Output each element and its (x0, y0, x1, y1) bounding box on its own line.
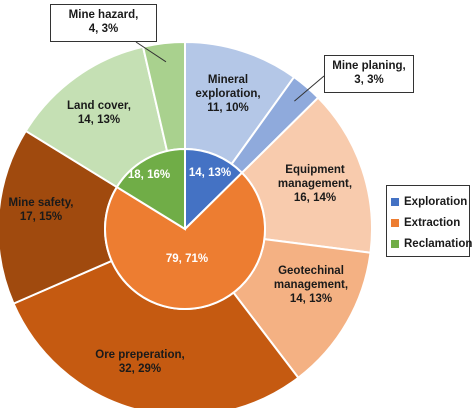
legend: Exploration Extraction Reclamation (386, 185, 472, 257)
legend-label-extraction: Extraction (404, 216, 461, 229)
outer-label-mineral-exploration: Mineral exploration, 11, 10% (195, 74, 260, 114)
callout-mine-hazard-line-2: 4, 3% (88, 23, 119, 35)
callout-mine-planing-line-1: Mine planing, (332, 60, 406, 72)
callout-mine-hazard-line-1: Mine hazard, (68, 9, 139, 21)
outer-label-ore-preperation: Ore preperation, 32, 29% (95, 349, 184, 375)
callout-mine-planing-line-2: 3, 3% (354, 74, 384, 86)
inner-slice-exploration (184, 147, 244, 232)
legend-swatch-reclamation (391, 239, 399, 248)
legend-swatch-extraction (391, 218, 399, 227)
legend-item-reclamation: Reclamation (391, 233, 472, 254)
leader-line-mine-hazard (135, 41, 167, 63)
outer-label-equipment-management: Equipment management, 16, 14% (278, 164, 352, 204)
inner-slice-reclamation (115, 147, 186, 231)
legend-item-exploration: Exploration (391, 191, 468, 212)
inner-label-reclamation: 18, 16% (128, 169, 170, 181)
callout-mine-planing: Mine planing, 3, 3% (324, 55, 414, 93)
legend-swatch-exploration (391, 197, 399, 206)
legend-label-exploration: Exploration (404, 195, 468, 208)
inner-label-exploration: 14, 13% (189, 167, 231, 179)
legend-label-reclamation: Reclamation (404, 237, 473, 250)
callout-leader-lines (135, 41, 325, 102)
legend-item-extraction: Extraction (391, 212, 465, 233)
outer-label-mine-safety: Mine safety, 17, 15% (9, 197, 74, 223)
outer-label-land-cover: Land cover, 14, 13% (67, 100, 131, 126)
leader-line-mine-planing (294, 75, 325, 102)
outer-ring (0, 40, 373, 408)
inner-ring (104, 147, 266, 310)
inner-label-extraction: 79, 71% (166, 253, 208, 265)
slice-labels: 14, 13% 79, 71% 18, 16% Mineral exploration,… (9, 74, 353, 375)
inner-slice-extraction (104, 171, 266, 310)
callout-mine-hazard: Mine hazard, 4, 3% (50, 4, 157, 42)
outer-label-geotechinal-management: Geotechinal management, 14, 13% (274, 265, 348, 305)
